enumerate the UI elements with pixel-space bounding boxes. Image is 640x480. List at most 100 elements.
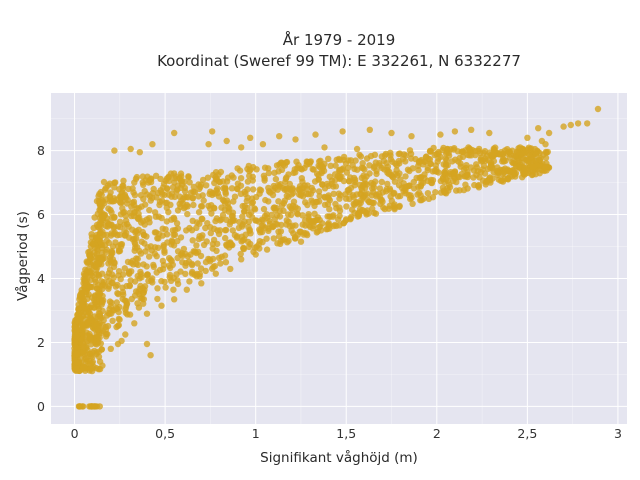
data-point — [79, 340, 87, 347]
data-point — [128, 295, 135, 303]
data-point — [100, 178, 108, 186]
x-tick-label: 2 — [433, 426, 441, 441]
data-point — [107, 206, 114, 214]
data-point — [111, 260, 118, 267]
data-point — [475, 181, 483, 189]
data-point — [73, 359, 80, 366]
data-point — [182, 270, 189, 278]
data-point — [316, 192, 323, 200]
data-point — [219, 211, 227, 219]
data-point — [245, 211, 253, 218]
data-point — [178, 181, 186, 188]
data-point — [200, 197, 207, 204]
data-point — [301, 229, 308, 237]
data-point — [122, 232, 129, 239]
data-point — [109, 317, 116, 324]
data-point — [86, 360, 94, 367]
data-point — [96, 289, 103, 296]
data-point — [376, 160, 383, 167]
data-point — [102, 326, 110, 333]
data-point — [120, 177, 127, 184]
data-point — [180, 245, 188, 253]
data-point — [227, 265, 234, 273]
data-point — [398, 184, 406, 192]
data-point — [334, 172, 342, 180]
chart-title-line-1: År 1979 - 2019 — [283, 30, 396, 49]
data-point — [84, 259, 91, 266]
data-point — [231, 193, 239, 200]
data-point — [71, 338, 79, 346]
data-point — [154, 235, 161, 242]
data-point — [299, 178, 306, 185]
data-point — [159, 232, 166, 239]
data-point — [292, 136, 299, 143]
data-point — [94, 326, 101, 333]
data-point — [417, 197, 424, 204]
data-point — [395, 150, 402, 158]
data-point — [261, 177, 268, 184]
data-point — [170, 286, 177, 293]
data-point — [199, 215, 206, 223]
data-point — [138, 238, 145, 245]
data-point — [234, 165, 241, 172]
data-point — [122, 306, 129, 313]
data-point — [95, 310, 103, 317]
data-point — [223, 137, 230, 145]
data-point — [125, 223, 132, 230]
data-point — [96, 190, 103, 198]
data-point — [89, 240, 96, 248]
data-point — [170, 231, 177, 238]
data-point — [294, 211, 301, 218]
data-point — [80, 349, 87, 356]
data-point — [129, 185, 136, 192]
data-point — [93, 254, 100, 261]
data-point — [94, 264, 101, 271]
data-point — [423, 153, 430, 160]
data-point — [249, 177, 256, 184]
data-point — [185, 173, 192, 180]
data-point — [327, 162, 334, 169]
data-point — [131, 320, 138, 327]
data-point — [150, 263, 157, 270]
tick-labels: 0 0,5 1 1,5 2 2,5 3 0 2 4 6 8 — [37, 143, 622, 441]
data-point — [227, 240, 234, 247]
data-point — [369, 199, 376, 206]
data-point — [524, 134, 531, 141]
data-point — [179, 259, 186, 266]
data-point — [153, 269, 160, 276]
data-point — [134, 300, 141, 307]
data-point — [427, 147, 434, 154]
data-point — [217, 168, 225, 176]
data-point — [297, 238, 305, 245]
data-point — [343, 216, 350, 223]
data-point — [286, 223, 293, 230]
data-point — [163, 185, 171, 193]
data-point — [246, 172, 253, 180]
data-point — [136, 149, 143, 156]
data-point — [326, 225, 333, 232]
data-point — [321, 144, 328, 151]
data-point — [312, 131, 319, 138]
data-point — [450, 146, 457, 153]
data-point — [147, 197, 154, 204]
data-point — [488, 161, 495, 169]
data-point — [73, 350, 80, 358]
data-point — [382, 150, 390, 158]
data-point — [369, 205, 376, 212]
data-point — [272, 175, 280, 183]
data-point — [545, 129, 553, 137]
data-point — [394, 172, 401, 179]
data-point — [451, 128, 459, 135]
data-point — [152, 172, 160, 179]
data-point — [434, 158, 441, 165]
data-point — [542, 141, 549, 148]
data-point — [234, 233, 241, 240]
data-point — [131, 278, 139, 285]
data-point — [183, 201, 191, 209]
data-point — [342, 195, 350, 202]
data-point — [174, 248, 182, 255]
data-point — [260, 205, 268, 213]
data-point — [112, 239, 119, 246]
data-point — [325, 195, 332, 202]
data-point — [467, 164, 475, 171]
